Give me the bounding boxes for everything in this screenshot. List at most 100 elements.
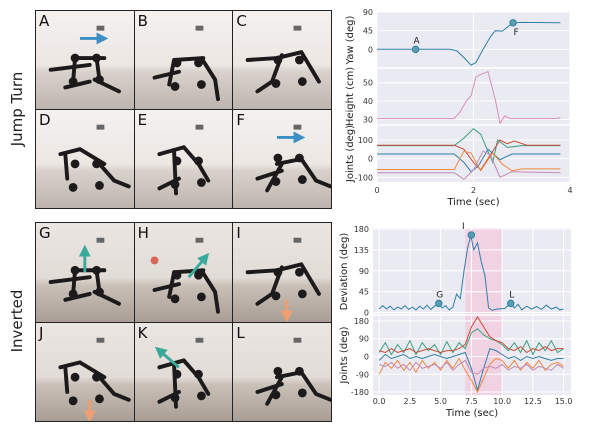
marker-label: I: [462, 222, 465, 232]
robot-joint: [193, 369, 203, 379]
robot-image: [58, 124, 131, 192]
y-tick-label: 0: [364, 352, 369, 361]
robot-joint: [271, 291, 281, 301]
marker-label: L: [509, 290, 514, 300]
y-tick-label: 45: [363, 27, 373, 36]
marker-label: F: [513, 28, 518, 38]
robot-joint: [70, 159, 80, 169]
photo-panel-a: A: [36, 11, 134, 109]
y-tick-label: 135: [354, 246, 369, 255]
robot-legs: [157, 357, 210, 409]
robot-legs: [58, 147, 131, 189]
y-tick-label: 90: [363, 8, 373, 17]
robot-joint: [196, 292, 206, 302]
y-tick-label: 40: [363, 97, 373, 106]
wall-outlet: [195, 237, 204, 243]
wall-outlet: [195, 337, 204, 343]
robot-joint: [172, 369, 182, 379]
robot-joint: [70, 265, 80, 275]
x-tick-label: 2: [471, 186, 476, 195]
robot-legs: [152, 268, 220, 314]
robot-joint: [193, 156, 203, 166]
robot-joint: [273, 267, 283, 277]
robot-joint: [95, 181, 104, 190]
panel-label: L: [236, 323, 245, 342]
x-tick-label: 0.0: [373, 397, 386, 406]
photo-panel-i: I: [233, 223, 331, 322]
robot-image: [246, 25, 322, 94]
marker-point-a: [411, 45, 420, 54]
photo-panel-g: G: [36, 223, 134, 322]
x-tick-label: 7.5: [465, 397, 478, 406]
direction-arrow-icon: [187, 252, 209, 279]
panel-label: A: [39, 12, 50, 30]
robot-image: [154, 337, 210, 409]
robot-joint: [172, 270, 182, 280]
panel-label: F: [236, 111, 245, 129]
robot-legs: [246, 262, 322, 306]
wall-outlet: [293, 25, 302, 31]
series-line-3: [378, 357, 564, 394]
robot-joint: [95, 75, 104, 85]
robot-legs: [255, 157, 331, 193]
robot-joint: [172, 156, 182, 166]
robot-joint: [193, 270, 203, 280]
series-line-2: [378, 347, 564, 392]
robot-joint: [298, 175, 308, 184]
y-tick-label: 0: [364, 309, 369, 318]
robot-joint: [68, 77, 78, 86]
robot-image: [152, 25, 220, 102]
marker-point-l: [507, 299, 515, 308]
y-tick-label: 0: [368, 45, 373, 54]
y-tick-label: 50: [363, 79, 373, 88]
y-tick-label: 0: [368, 155, 373, 164]
panel-label: J: [39, 323, 44, 342]
panel-label: H: [137, 224, 149, 242]
marker-dot-icon: [150, 256, 159, 265]
robot-joint: [295, 153, 305, 163]
robot-joint: [92, 265, 101, 275]
marker-label: G: [436, 290, 443, 300]
series-line-4: [377, 150, 561, 180]
robot-image: [150, 237, 220, 314]
wall-outlet: [195, 25, 204, 31]
chart-1: 0.0 2.5 5.0 7.5 10.0 12.5 15.0 Time (sec) 0 45 90 1…: [339, 222, 573, 419]
robot-joint: [92, 372, 101, 382]
wall-outlet: [96, 124, 105, 130]
panel-label: D: [39, 111, 51, 129]
robot-joint: [70, 53, 80, 63]
robot-joint: [170, 294, 180, 304]
x-tick-label: 5.0: [434, 397, 447, 406]
robot-image: [246, 237, 322, 322]
robot-joint: [193, 58, 203, 68]
robot-joint: [271, 389, 281, 399]
jump-turn-photo-grid: A B C D E F: [35, 10, 332, 209]
robot-joint: [196, 80, 206, 89]
photo-panel-b: B: [134, 11, 233, 109]
inverted-photo-grid: G H I J K L: [35, 222, 332, 422]
wall-outlet: [96, 237, 105, 243]
y-axis-label: Deviation (deg): [339, 233, 350, 311]
marker-point-g: [435, 299, 443, 308]
photo-panel-j: J: [36, 322, 134, 421]
robot-joint: [273, 366, 283, 376]
robot-joint: [95, 393, 104, 403]
panel-label: G: [39, 224, 51, 242]
panel-label: B: [137, 12, 148, 30]
robot-joint: [298, 388, 308, 397]
robot-legs: [157, 145, 210, 196]
robot-image: [48, 237, 121, 306]
x-tick-label: 2.5: [404, 397, 417, 406]
wall-outlet: [96, 337, 105, 343]
robot-joint: [273, 55, 283, 65]
y-axis-label: Joints (deg): [339, 326, 350, 384]
y-tick-label: 100: [358, 136, 373, 145]
robot-joint: [170, 392, 180, 402]
series-line-0: [377, 128, 561, 165]
robot-joint: [298, 289, 308, 299]
robot-joint: [92, 159, 101, 169]
panel-label: C: [236, 12, 247, 30]
x-tick-label: 15.0: [555, 397, 573, 406]
x-tick-label: 10.0: [493, 397, 511, 406]
